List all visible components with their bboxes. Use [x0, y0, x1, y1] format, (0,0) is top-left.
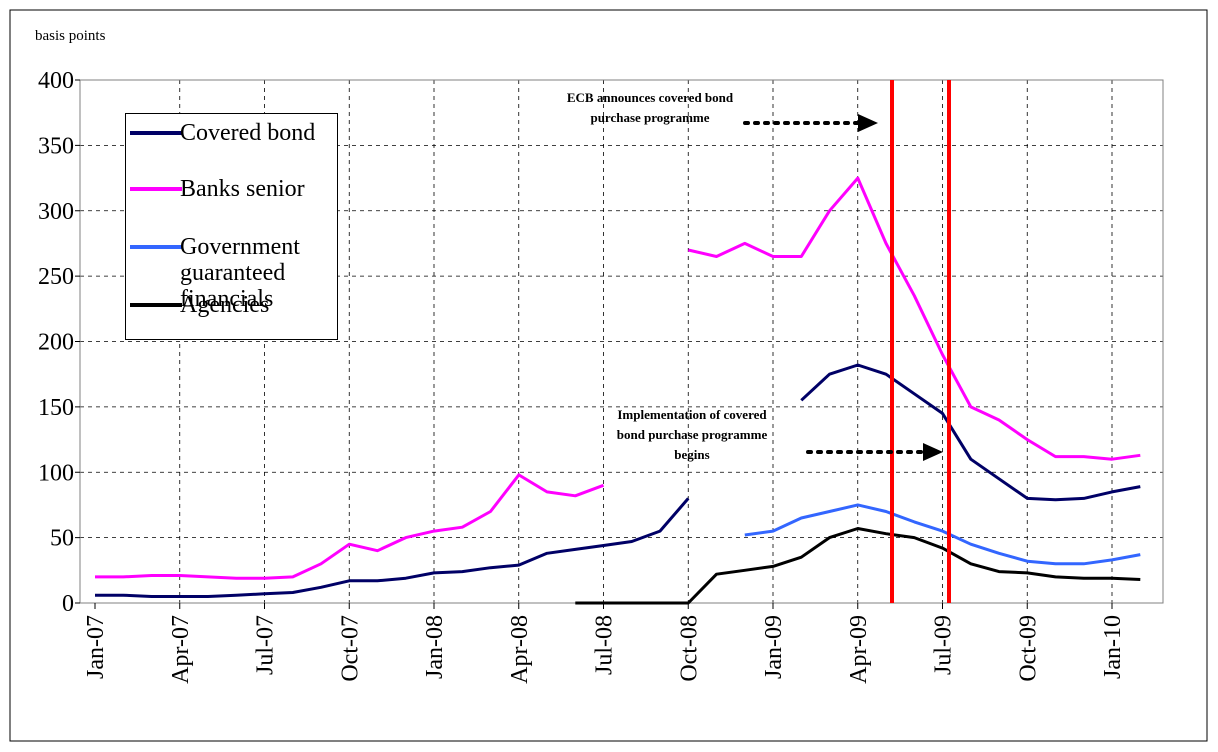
y-tick-label: 200 — [38, 330, 74, 356]
annotation: Implementation of covered bond purchase … — [616, 407, 768, 462]
x-tick-label: Apr-07 — [168, 615, 194, 684]
legend-label: Government guaranteed financials — [180, 234, 300, 312]
y-tick-label: 0 — [62, 591, 74, 617]
y-tick-label: 300 — [38, 199, 74, 225]
y-tick-label: 400 — [38, 68, 74, 94]
legend-swatch — [130, 245, 182, 249]
x-tick-label: Jan-08 — [422, 615, 448, 679]
arrow-head — [858, 114, 878, 132]
legend-item: Agencies — [130, 292, 269, 318]
y-axis-label: basis points — [35, 28, 106, 44]
legend-item: Banks senior — [130, 176, 305, 202]
y-tick-label: 100 — [38, 460, 74, 486]
y-tick-label: 250 — [38, 264, 74, 290]
x-tick-label: Apr-08 — [507, 615, 533, 684]
x-tick-label: Jan-10 — [1100, 615, 1126, 679]
legend-label: Agencies — [180, 292, 270, 318]
legend: Covered bond Banks senior Government guara… — [125, 113, 338, 340]
x-tick-label: Oct-08 — [676, 615, 702, 682]
x-tick-label: Jul-08 — [592, 615, 618, 675]
x-tick-label: Jul-09 — [931, 615, 957, 675]
x-tick-label: Oct-07 — [337, 615, 363, 682]
legend-swatch — [130, 131, 182, 135]
series-line — [575, 527, 1141, 605]
x-tick-label: Jul-07 — [253, 615, 279, 675]
legend-label: Covered bond — [180, 120, 316, 146]
legend-swatch — [130, 303, 182, 307]
x-tick-label: Apr-09 — [846, 615, 872, 684]
legend-item: Covered bond — [130, 120, 315, 146]
x-tick-label: Jan-07 — [83, 615, 109, 679]
x-tick-label: Jan-09 — [761, 615, 787, 679]
legend-label: Banks senior — [180, 176, 305, 202]
y-tick-label: 350 — [38, 133, 74, 159]
legend-item: Government guaranteed financials — [130, 234, 337, 312]
x-tick-label: Oct-09 — [1015, 615, 1041, 682]
legend-swatch — [130, 187, 182, 191]
series-line — [744, 503, 1141, 566]
series-line — [95, 363, 1141, 598]
annotation: ECB announces covered bond purchase prog… — [566, 90, 734, 125]
y-tick-label: 150 — [38, 395, 74, 421]
arrow-head — [923, 443, 943, 461]
y-tick-label: 50 — [50, 526, 74, 552]
frame — [9, 9, 1208, 742]
series-line — [95, 176, 1141, 580]
